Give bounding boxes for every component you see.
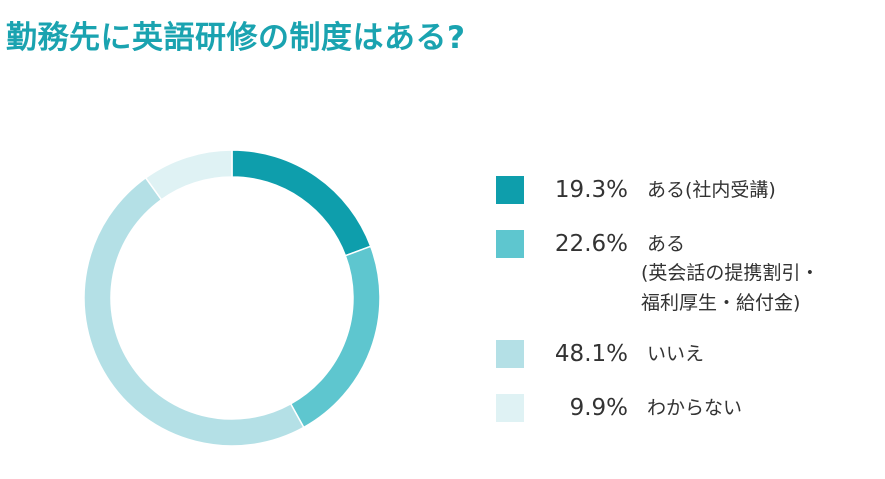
legend-label: わからない bbox=[647, 397, 743, 419]
legend-label: ある(社内受講) bbox=[647, 179, 776, 201]
legend-swatch bbox=[496, 340, 524, 368]
legend-swatch bbox=[496, 394, 524, 422]
legend-label-detail: (英会話の提携割引・ bbox=[641, 262, 820, 284]
donut-slice-1 bbox=[231, 150, 372, 257]
donut-chart bbox=[84, 150, 380, 446]
donut-slice-2 bbox=[289, 245, 380, 429]
legend-swatch bbox=[496, 176, 524, 204]
legend-percentage: 19.3% bbox=[554, 177, 628, 203]
page-title: 勤務先に英語研修の制度はある? bbox=[6, 20, 466, 56]
legend-percentage: 48.1% bbox=[554, 341, 628, 367]
legend: 19.3% ある(社内受講) 22.6% ある (英会話の提携割引・ 福利厚生・… bbox=[496, 0, 876, 479]
donut-slice-3 bbox=[84, 176, 305, 446]
legend-percentage: 22.6% bbox=[554, 231, 628, 257]
legend-label: いいえ bbox=[647, 343, 705, 365]
legend-percentage: 9.9% bbox=[569, 395, 628, 421]
legend-label-detail: 福利厚生・給付金) bbox=[641, 292, 801, 314]
legend-swatch bbox=[496, 230, 524, 258]
donut-slice-4 bbox=[144, 150, 233, 201]
legend-label: ある bbox=[647, 233, 686, 255]
